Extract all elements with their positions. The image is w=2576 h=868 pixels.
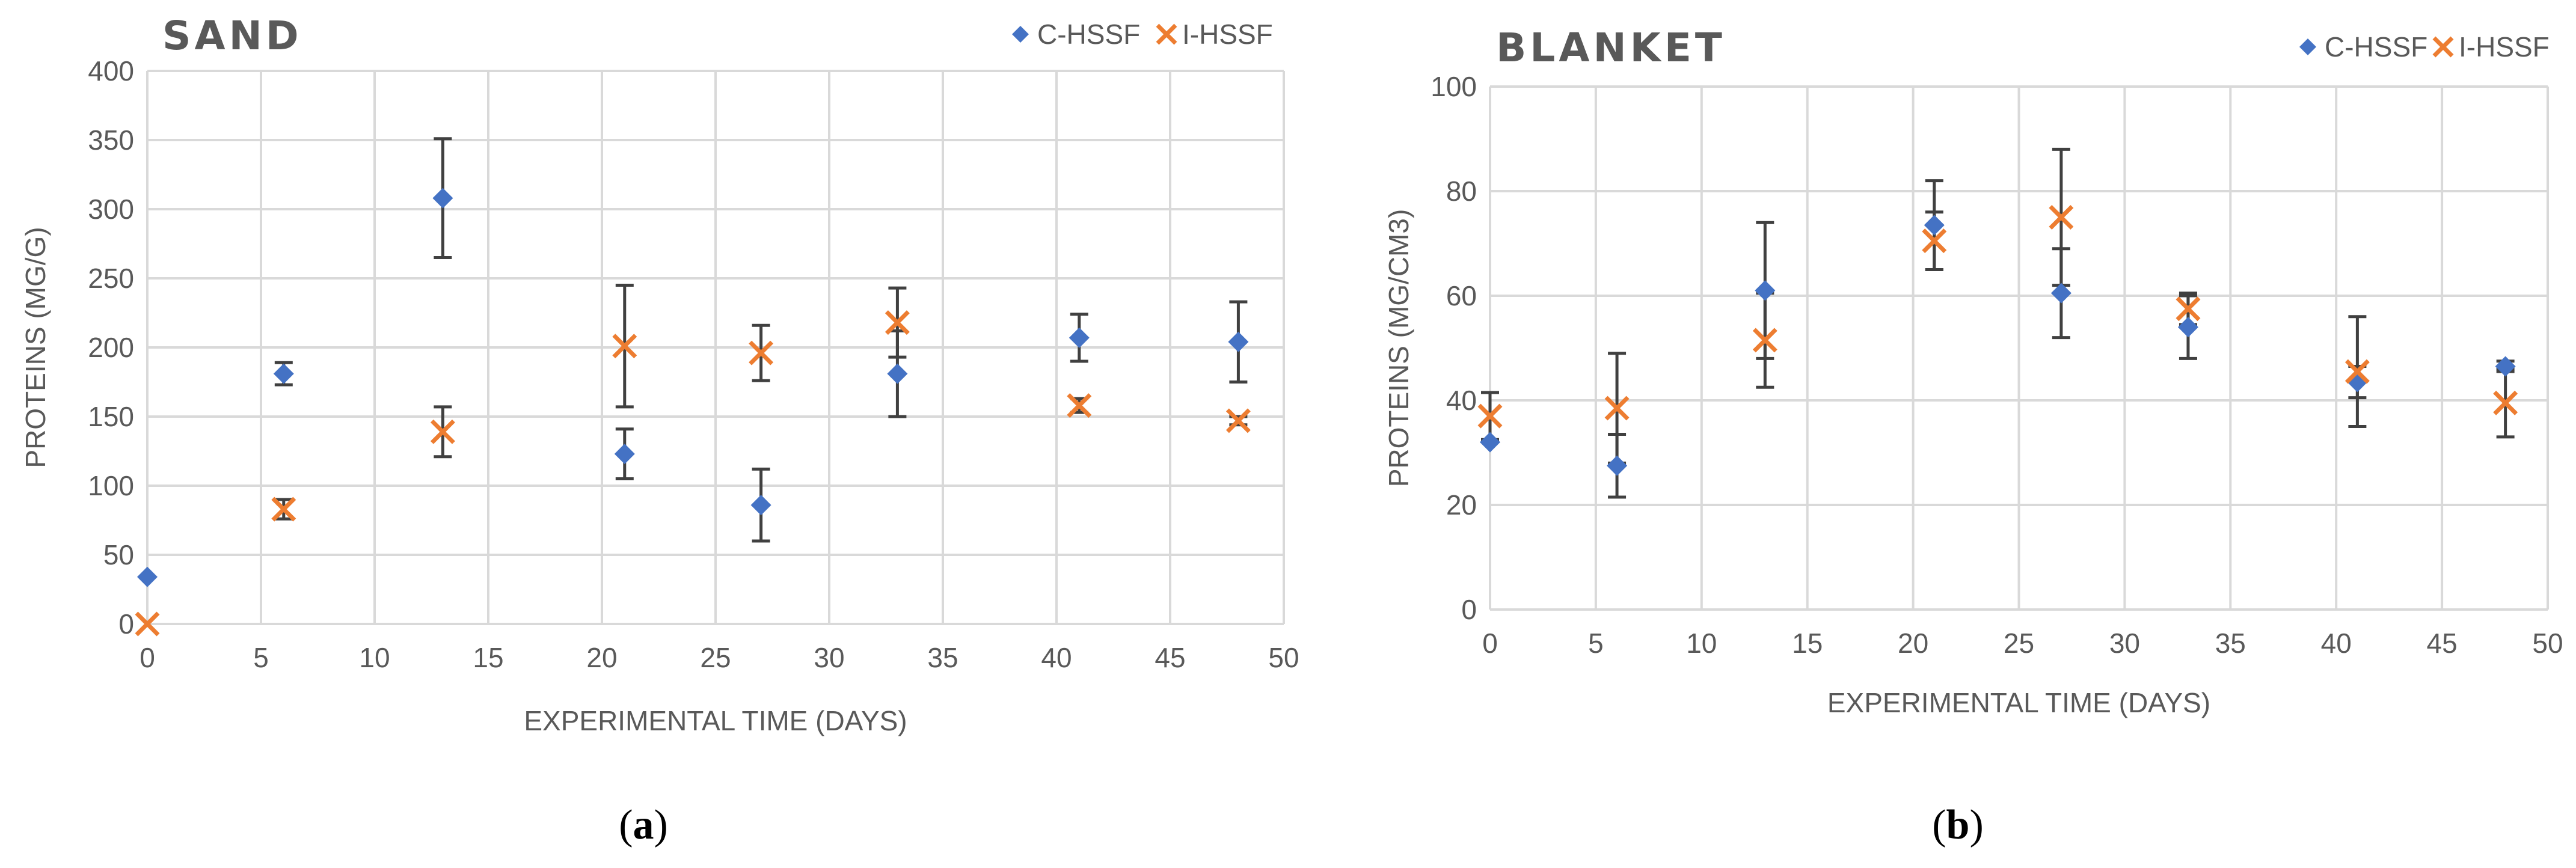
legend-i-hssf-marker: [2432, 36, 2454, 58]
x-tick-label: 10: [1686, 628, 1717, 659]
c-hssf-point: [1924, 215, 1945, 236]
x-tick-label: 40: [1041, 642, 1072, 673]
legend-i-hssf-marker: [1156, 23, 1177, 45]
caption-a: (a): [619, 802, 668, 848]
c-hssf-point: [1607, 455, 1628, 476]
c-hssf-point: [887, 363, 908, 384]
y-tick-label: 100: [88, 470, 134, 501]
x-axis-label: EXPERIMENTAL TIME (DAYS): [524, 705, 907, 736]
c-hssf-point: [1069, 327, 1090, 348]
i-hssf-point: [271, 497, 296, 522]
c-hssf-point: [1480, 432, 1500, 453]
i-hssf-point: [1922, 228, 1947, 254]
i-hssf-point: [1067, 393, 1092, 418]
legend-c-hssf-marker: [2299, 38, 2316, 55]
i-hssf-point: [430, 419, 455, 444]
legend-c-hssf-label: C-HSSF: [2325, 31, 2427, 63]
c-hssf-point: [2347, 371, 2368, 393]
y-tick-label: 0: [1461, 594, 1477, 625]
y-tick-label: 300: [88, 194, 134, 225]
chart-title: SAND: [162, 13, 302, 59]
y-tick-label: 350: [88, 124, 134, 156]
x-tick-label: 40: [2321, 628, 2352, 659]
x-tick-label: 5: [253, 642, 269, 673]
i-hssf-point: [1225, 408, 1251, 433]
x-tick-label: 15: [473, 642, 503, 673]
i-hssf-point: [2344, 359, 2370, 384]
i-hssf-point: [1604, 396, 1630, 421]
chart-sand: 0 50 100 150 200 250 300 350 400 0 5 10 15 20 25 30 35 40…: [20, 13, 1299, 736]
y-tick-label: 250: [88, 263, 134, 294]
c-hssf-point: [137, 566, 158, 587]
c-hssf-point: [1755, 280, 1776, 301]
chart-blanket: 0 20 40 60 80 100 0 5 10 15 20 25 30 35 40 45 50 EXPERIME…: [1383, 25, 2563, 718]
x-tick-label: 25: [2004, 628, 2034, 659]
x-tick-label: 50: [1268, 642, 1299, 673]
x-tick-label: 0: [1482, 628, 1498, 659]
y-tick-label: 20: [1446, 489, 1477, 521]
c-hssf-point: [2050, 283, 2072, 304]
c-hssf-point: [1228, 331, 1249, 352]
x-tick-label: 30: [2109, 628, 2140, 659]
x-tick-label: 50: [2532, 628, 2563, 659]
i-hssf-point: [2049, 205, 2074, 230]
c-hssf-point: [614, 444, 635, 465]
x-axis-label: EXPERIMENTAL TIME (DAYS): [1827, 687, 2210, 718]
x-tick-label: 20: [586, 642, 617, 673]
i-hssf-point: [1752, 328, 1777, 353]
y-tick-label: 150: [88, 401, 134, 432]
x-tick-label: 20: [1898, 628, 1928, 659]
i-hssf-point: [885, 310, 910, 335]
c-hssf-point: [273, 363, 294, 384]
x-tick-label: 10: [359, 642, 390, 673]
c-hssf-point: [432, 188, 453, 209]
x-tick-label: 0: [140, 642, 155, 673]
i-hssf-point: [135, 611, 160, 637]
y-tick-label: 0: [118, 608, 134, 640]
chart-title: BLANKET: [1496, 25, 1726, 71]
legend-i-hssf-label: I-HSSF: [1182, 19, 1273, 50]
x-tick-label: 45: [2427, 628, 2458, 659]
x-tick-label: 15: [1792, 628, 1823, 659]
y-axis-label: PROTEINS (MG/CM3): [1383, 209, 1414, 487]
x-tick-label: 25: [700, 642, 731, 673]
y-tick-label: 200: [88, 332, 134, 363]
legend-i-hssf-label: I-HSSF: [2459, 31, 2550, 63]
i-hssf-point: [2176, 296, 2201, 322]
y-axis-label: PROTEINS (MG/G): [20, 227, 51, 468]
i-hssf-point: [612, 334, 637, 359]
y-tick-label: 50: [103, 539, 134, 570]
x-tick-label: 35: [2215, 628, 2246, 659]
i-hssf-point: [2493, 390, 2518, 415]
x-tick-label: 35: [927, 642, 958, 673]
y-tick-label: 80: [1446, 176, 1477, 207]
c-hssf-point: [2495, 356, 2516, 377]
x-tick-label: 30: [814, 642, 844, 673]
y-tick-label: 100: [1431, 71, 1477, 102]
i-hssf-point: [749, 340, 774, 365]
y-tick-label: 60: [1446, 280, 1477, 311]
x-tick-label: 45: [1155, 642, 1185, 673]
i-hssf-point: [1477, 403, 1503, 429]
y-tick-label: 40: [1446, 385, 1477, 416]
c-hssf-point: [2177, 317, 2198, 338]
legend-c-hssf-label: C-HSSF: [1037, 19, 1140, 50]
y-tick-label: 400: [88, 55, 134, 87]
x-tick-label: 5: [1588, 628, 1604, 659]
caption-b: (b): [1932, 802, 1984, 848]
c-hssf-point: [750, 495, 771, 516]
legend-c-hssf-marker: [1012, 26, 1029, 43]
